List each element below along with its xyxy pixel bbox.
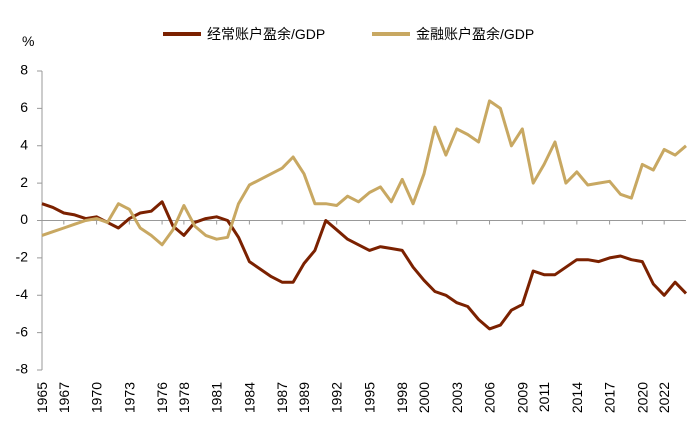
series-line bbox=[41, 200, 688, 331]
y-tick-label: -8 bbox=[16, 361, 29, 377]
y-tick-label: -2 bbox=[16, 249, 29, 265]
y-tick-label: 0 bbox=[20, 211, 28, 227]
x-tick-label: 2006 bbox=[482, 382, 498, 413]
y-tick-label: -4 bbox=[16, 286, 29, 302]
x-tick-label: 1976 bbox=[154, 382, 170, 413]
x-tick-label: 1970 bbox=[89, 382, 105, 413]
series-line bbox=[41, 99, 687, 247]
y-tick-label: 4 bbox=[20, 136, 28, 152]
x-tick-label: 1965 bbox=[34, 382, 50, 413]
x-tick-label: 1992 bbox=[329, 382, 345, 413]
x-tick-label: 1967 bbox=[56, 382, 72, 413]
x-tick-label: 1981 bbox=[209, 382, 225, 413]
x-tick-label: 1989 bbox=[296, 382, 312, 413]
x-tick-label: 2022 bbox=[656, 382, 672, 413]
y-axis-label: % bbox=[22, 33, 34, 49]
x-tick-label: 2000 bbox=[416, 382, 432, 413]
y-tick-label: 8 bbox=[20, 62, 28, 78]
x-tick-label: 2020 bbox=[634, 382, 650, 413]
y-tick-label: 2 bbox=[20, 174, 28, 190]
x-tick-label: 1998 bbox=[394, 382, 410, 413]
x-tick-label: 1995 bbox=[361, 382, 377, 413]
x-tick-label: 2009 bbox=[514, 382, 530, 413]
x-tick-label: 2017 bbox=[602, 382, 618, 413]
legend-label: 金融账户盈余/GDP bbox=[416, 26, 534, 42]
legend-label: 经常账户盈余/GDP bbox=[207, 26, 325, 42]
x-tick-label: 1984 bbox=[241, 382, 257, 413]
x-tick-label: 2003 bbox=[449, 382, 465, 413]
x-tick-label: 1978 bbox=[176, 382, 192, 413]
x-tick-label: 1973 bbox=[121, 382, 137, 413]
x-tick-label: 2014 bbox=[569, 382, 585, 413]
x-tick-label: 1987 bbox=[274, 382, 290, 413]
y-tick-label: -6 bbox=[16, 323, 29, 339]
y-tick-label: 6 bbox=[20, 99, 28, 115]
x-tick-label: 2011 bbox=[536, 382, 552, 412]
